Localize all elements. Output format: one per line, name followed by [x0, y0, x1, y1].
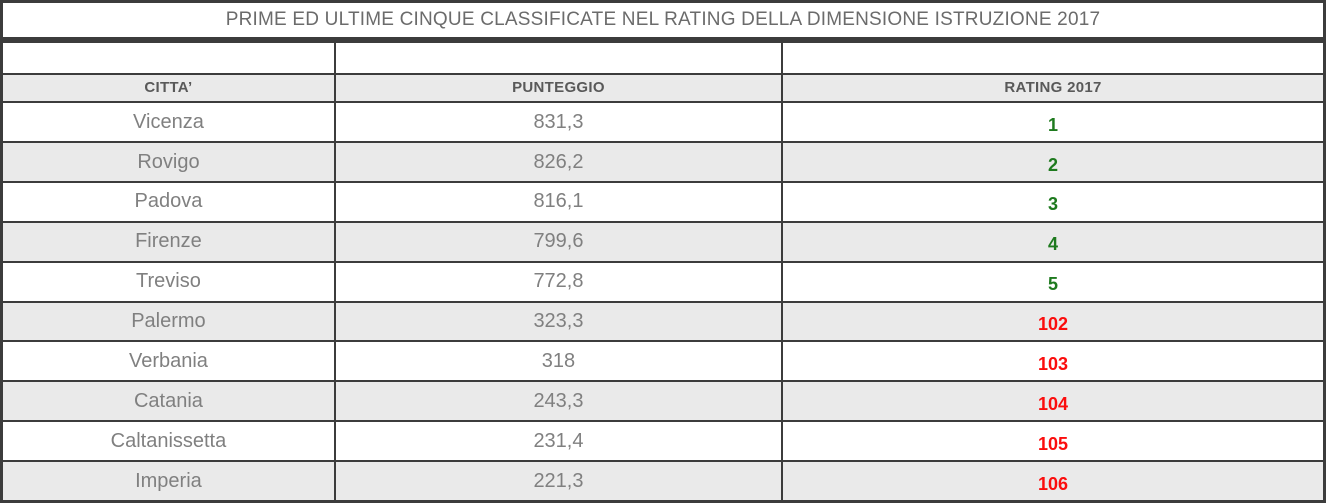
table-title-row: PRIME ED ULTIME CINQUE CLASSIFICATE NEL …: [0, 0, 1326, 43]
table-row: Palermo 323,3 102: [0, 300, 1326, 343]
score-cell: 816,1: [333, 180, 784, 223]
rating-cell: 105: [781, 420, 1326, 463]
table-header-row: CITTA’ PUNTEGGIO RATING 2017: [0, 72, 1326, 104]
city-cell: Palermo: [0, 300, 336, 343]
rating-value: 1: [1048, 114, 1059, 135]
rating-cell: 3: [781, 180, 1326, 223]
spacer-cell: [0, 38, 336, 75]
column-header-punteggio: PUNTEGGIO: [333, 72, 784, 104]
table-row: Padova 816,1 3: [0, 180, 1326, 223]
city-cell: Treviso: [0, 260, 336, 303]
rating-value: 102: [1038, 314, 1069, 334]
table-row: Firenze 799,6 4: [0, 220, 1326, 263]
city-cell: Vicenza: [0, 101, 336, 144]
rating-cell: 104: [781, 380, 1326, 423]
table-title: PRIME ED ULTIME CINQUE CLASSIFICATE NEL …: [0, 0, 1326, 43]
rating-value: 2: [1048, 154, 1059, 175]
rating-value: 105: [1038, 433, 1069, 454]
table-row: Treviso 772,8 5: [0, 260, 1326, 303]
city-cell: Caltanissetta: [0, 420, 336, 463]
rating-cell: 2: [781, 141, 1326, 183]
score-cell: 799,6: [333, 220, 784, 263]
rating-cell: 1: [781, 101, 1326, 144]
table-row: Verbania 318 103: [0, 340, 1326, 383]
score-cell: 826,2: [333, 141, 784, 183]
rating-value: 103: [1038, 353, 1069, 374]
city-cell: Imperia: [0, 460, 336, 503]
table-row: Catania 243,3 104: [0, 380, 1326, 423]
spacer-row: [0, 38, 1326, 75]
score-cell: 243,3: [333, 380, 784, 423]
rating-value: 104: [1038, 393, 1069, 414]
table-row: Vicenza 831,3 1: [0, 101, 1326, 144]
rating-value: 5: [1048, 274, 1059, 295]
score-cell: 221,3: [333, 460, 784, 503]
city-cell: Firenze: [0, 220, 336, 263]
rating-value: 106: [1038, 473, 1069, 494]
score-cell: 831,3: [333, 101, 784, 144]
rating-cell: 5: [781, 260, 1326, 303]
score-cell: 318: [333, 340, 784, 383]
spacer-cell: [333, 38, 784, 75]
score-cell: 772,8: [333, 260, 784, 303]
column-header-citta: CITTA’: [0, 72, 336, 104]
table-row: Caltanissetta 231,4 105: [0, 420, 1326, 463]
rating-cell: 102: [781, 300, 1326, 343]
column-header-rating-2017: RATING 2017: [781, 72, 1326, 104]
city-cell: Verbania: [0, 340, 336, 383]
rating-value: 3: [1048, 194, 1059, 215]
table-row: Rovigo 826,2 2: [0, 141, 1326, 183]
rating-cell: 103: [781, 340, 1326, 383]
score-cell: 231,4: [333, 420, 784, 463]
city-cell: Rovigo: [0, 141, 336, 183]
rating-cell: 106: [781, 460, 1326, 503]
city-cell: Catania: [0, 380, 336, 423]
rating-value: 4: [1048, 234, 1059, 255]
city-cell: Padova: [0, 180, 336, 223]
table-row: Imperia 221,3 106: [0, 460, 1326, 503]
score-cell: 323,3: [333, 300, 784, 343]
rating-cell: 4: [781, 220, 1326, 263]
spacer-cell: [781, 38, 1326, 75]
